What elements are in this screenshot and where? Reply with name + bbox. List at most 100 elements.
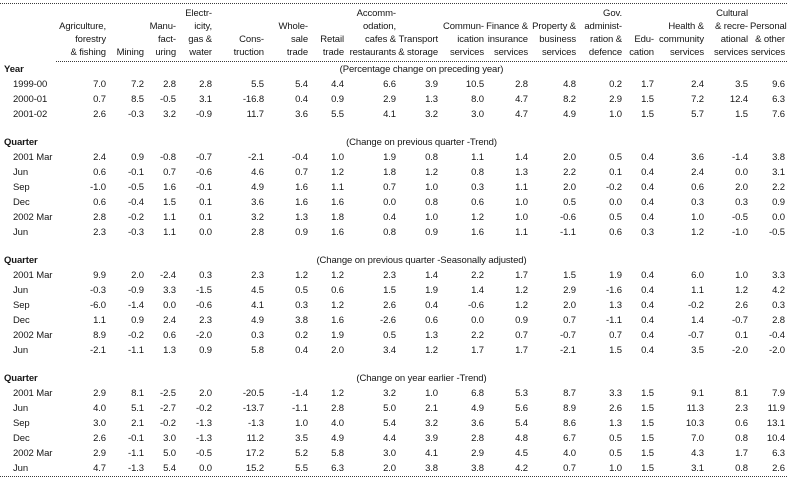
table-row: 2001 Mar 2.9 8.1 -2.5 2.0 -20.5 -1.4 1.2 3.2 1.0 6… xyxy=(0,386,787,401)
value-cell: -0.3 xyxy=(128,109,144,120)
table-row: Dec 2.6 -0.1 3.0 -1.3 11.2 3.5 4.9 4.4 3.9 2.8 4.8 6… xyxy=(0,431,787,446)
value-cell: 2.0 xyxy=(735,182,748,193)
section-header: Quarter (Change on previous quarter -Sea… xyxy=(0,253,787,268)
column-header-communication-services: Commun- ication services xyxy=(442,21,484,58)
value-cell: 0.8 xyxy=(425,197,438,208)
column-header-mining: Mining xyxy=(116,47,144,58)
value-cell: 0.7 xyxy=(93,94,106,105)
value-cell: 1.5 xyxy=(163,197,176,208)
value-cell: 1.5 xyxy=(641,94,654,105)
column-header-gov-administration-defence: Gov. administ- ration & defence xyxy=(584,8,622,58)
value-cell: 1.4 xyxy=(425,270,438,281)
value-cell: 1.7 xyxy=(515,270,528,281)
value-cell: 1.1 xyxy=(515,182,528,193)
value-cell: 9.6 xyxy=(772,79,785,90)
value-cell: 0.4 xyxy=(641,182,654,193)
value-cell: 11.2 xyxy=(246,433,264,444)
value-cell: 6.8 xyxy=(471,388,484,399)
value-cell: 0.7 xyxy=(563,463,576,474)
value-cell: 8.6 xyxy=(563,418,576,429)
value-cell: 1.2 xyxy=(331,167,344,178)
value-cell: 2.0 xyxy=(383,463,396,474)
table-row: 2001 Mar 2.4 0.9 -0.8 -0.7 -2.1 -0.4 1.0 1.9 0.8 1… xyxy=(0,150,787,165)
value-cell: 0.7 xyxy=(163,167,176,178)
value-cell: 3.6 xyxy=(471,418,484,429)
value-cell: 1.2 xyxy=(331,300,344,311)
value-cell: 1.2 xyxy=(331,270,344,281)
value-cell: 5.8 xyxy=(331,448,344,459)
value-cell: 2.8 xyxy=(331,403,344,414)
value-cell: 1.5 xyxy=(563,270,576,281)
value-cell: 3.9 xyxy=(425,433,438,444)
value-cell: 3.1 xyxy=(199,94,212,105)
column-header-transport-storage: Transport & storage xyxy=(398,34,438,58)
value-cell: 2.0 xyxy=(563,182,576,193)
value-cell: 0.3 xyxy=(295,300,308,311)
value-cell: 2.3 xyxy=(93,227,106,238)
table-row: Dec 1.1 0.9 2.4 2.3 4.9 3.8 1.6 -2.6 0.6 0.0 0.9 0.7… xyxy=(0,313,787,328)
value-cell: -1.4 xyxy=(128,300,144,311)
value-cell: 0.3 xyxy=(251,330,264,341)
value-cell: 0.0 xyxy=(383,197,396,208)
section-rows: 1999-00 7.0 7.2 2.8 2.8 5.5 5.4 4.4 6.6 3.9 10.5 2.… xyxy=(0,77,787,122)
value-cell: 1.1 xyxy=(331,182,344,193)
value-cell: 0.6 xyxy=(609,227,622,238)
value-cell: -0.4 xyxy=(292,152,308,163)
value-cell: 2.8 xyxy=(515,79,528,90)
value-cell: 2.9 xyxy=(609,94,622,105)
value-cell: 2.0 xyxy=(131,270,144,281)
value-cell: 5.4 xyxy=(383,418,396,429)
value-cell: 8.5 xyxy=(131,94,144,105)
value-cell: 5.4 xyxy=(163,463,176,474)
value-cell: 1.5 xyxy=(609,345,622,356)
value-cell: 1.2 xyxy=(691,227,704,238)
value-cell: 1.0 xyxy=(735,270,748,281)
value-cell: -0.8 xyxy=(160,152,176,163)
value-cell: -2.0 xyxy=(769,345,785,356)
value-cell: 1.6 xyxy=(295,197,308,208)
value-cell: 2.0 xyxy=(331,345,344,356)
value-cell: 0.4 xyxy=(383,212,396,223)
value-cell: -1.4 xyxy=(732,152,748,163)
value-cell: -0.3 xyxy=(90,285,106,296)
value-cell: 1.0 xyxy=(331,152,344,163)
value-cell: 0.6 xyxy=(735,418,748,429)
table-section: Quarter (Change on year earlier -Trend) … xyxy=(0,371,787,476)
value-cell: 4.0 xyxy=(563,448,576,459)
value-cell: -0.3 xyxy=(128,227,144,238)
column-header-electricity-gas-water: Electr- icity, gas & water xyxy=(185,8,212,58)
table-row: Jun -2.1 -1.1 1.3 0.9 5.8 0.4 2.0 3.4 1.2 1.7 1.7 -2… xyxy=(0,343,787,358)
row-label: Sep xyxy=(13,300,30,311)
row-label: 2002 Mar xyxy=(13,330,53,341)
value-cell: -20.5 xyxy=(242,388,264,399)
value-cell: 2.9 xyxy=(93,388,106,399)
value-cell: 0.2 xyxy=(609,79,622,90)
value-cell: 1.7 xyxy=(735,448,748,459)
value-cell: 1.0 xyxy=(425,388,438,399)
value-cell: 7.9 xyxy=(772,388,785,399)
row-label: Sep xyxy=(13,182,30,193)
value-cell: 0.5 xyxy=(609,448,622,459)
value-cell: -1.0 xyxy=(732,227,748,238)
value-cell: 1.8 xyxy=(383,167,396,178)
value-cell: 0.4 xyxy=(295,94,308,105)
value-cell: 0.6 xyxy=(93,197,106,208)
header-row: Agriculture, forestry & fishing Mining Man… xyxy=(0,4,787,61)
value-cell: 0.9 xyxy=(131,152,144,163)
value-cell: 5.2 xyxy=(295,448,308,459)
value-cell: 1.1 xyxy=(471,152,484,163)
value-cell: -2.0 xyxy=(732,345,748,356)
value-cell: 6.6 xyxy=(383,79,396,90)
value-cell: 1.1 xyxy=(93,315,106,326)
value-cell: 10.5 xyxy=(465,79,484,90)
table-section: Year (Percentage change on preceding yea… xyxy=(0,62,787,122)
value-cell: 0.9 xyxy=(425,227,438,238)
value-cell: 3.2 xyxy=(425,109,438,120)
value-cell: 0.3 xyxy=(735,197,748,208)
value-cell: 3.6 xyxy=(251,197,264,208)
value-cell: 4.4 xyxy=(383,433,396,444)
value-cell: 0.0 xyxy=(772,212,785,223)
value-cell: -2.0 xyxy=(196,330,212,341)
value-cell: 0.1 xyxy=(735,330,748,341)
value-cell: 1.9 xyxy=(383,152,396,163)
